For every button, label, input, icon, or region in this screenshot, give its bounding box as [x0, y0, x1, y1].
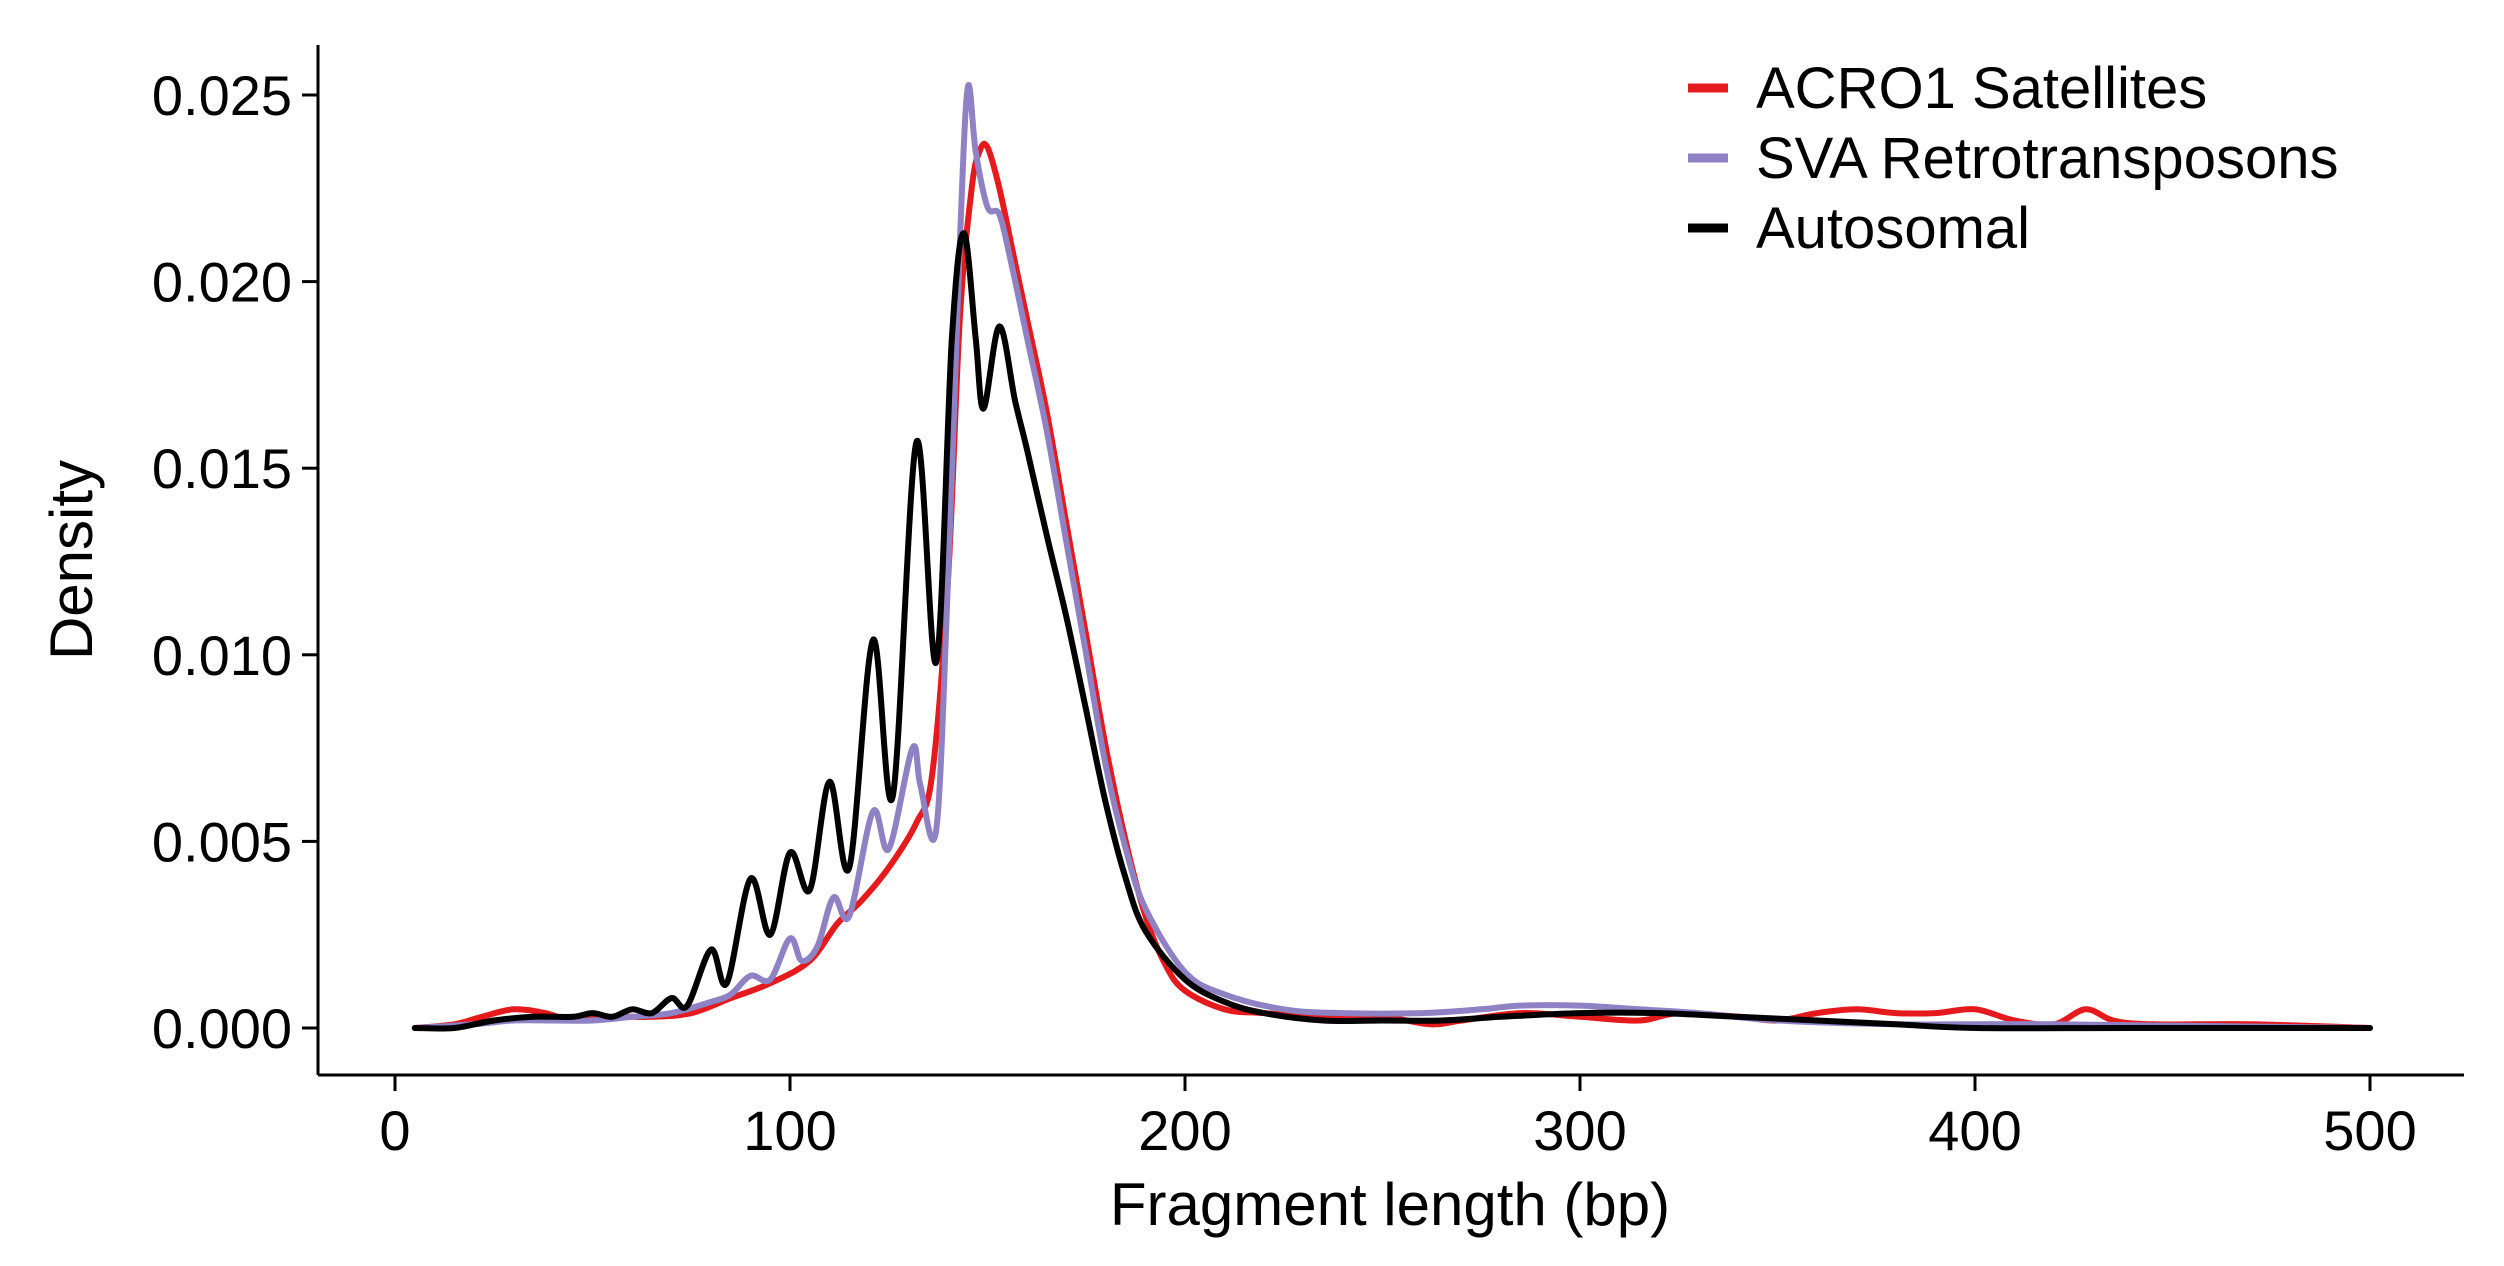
- legend-label: ACRO1 Satellites: [1756, 56, 2207, 121]
- x-tick-label: 200: [1138, 1099, 1231, 1162]
- legend-item-sva-retrotransposons: SVA Retrotransposons: [1688, 126, 2338, 191]
- y-tick-label: 0.010: [152, 624, 292, 687]
- x-ticks: 0 100 200 300 400 500: [379, 1075, 2417, 1162]
- legend-item-acro1-satellites: ACRO1 Satellites: [1688, 56, 2207, 121]
- y-tick-label: 0.025: [152, 64, 292, 127]
- x-tick-label: 0: [379, 1099, 410, 1162]
- x-tick-label: 400: [1928, 1099, 2021, 1162]
- series-line-sva-retrotransposons: [411, 81, 2373, 1031]
- y-axis-title: Density: [38, 460, 105, 660]
- x-axis-title: Fragment length (bp): [1110, 1171, 1670, 1238]
- series-line-autosomal: [411, 230, 2373, 1032]
- y-tick-label: 0.000: [152, 997, 292, 1060]
- legend-label: SVA Retrotransposons: [1756, 126, 2338, 191]
- x-tick-label: 300: [1533, 1099, 1626, 1162]
- legend-item-autosomal: Autosomal: [1688, 196, 2030, 261]
- y-tick-label: 0.020: [152, 251, 292, 314]
- x-tick-label: 100: [743, 1099, 836, 1162]
- y-tick-label: 0.015: [152, 437, 292, 500]
- y-tick-label: 0.005: [152, 810, 292, 873]
- series-lines: [411, 81, 2373, 1032]
- y-ticks: 0.000 0.005 0.010 0.015 0.020 0.025: [152, 64, 318, 1060]
- legend-label: Autosomal: [1756, 196, 2030, 261]
- x-tick-label: 500: [2323, 1099, 2416, 1162]
